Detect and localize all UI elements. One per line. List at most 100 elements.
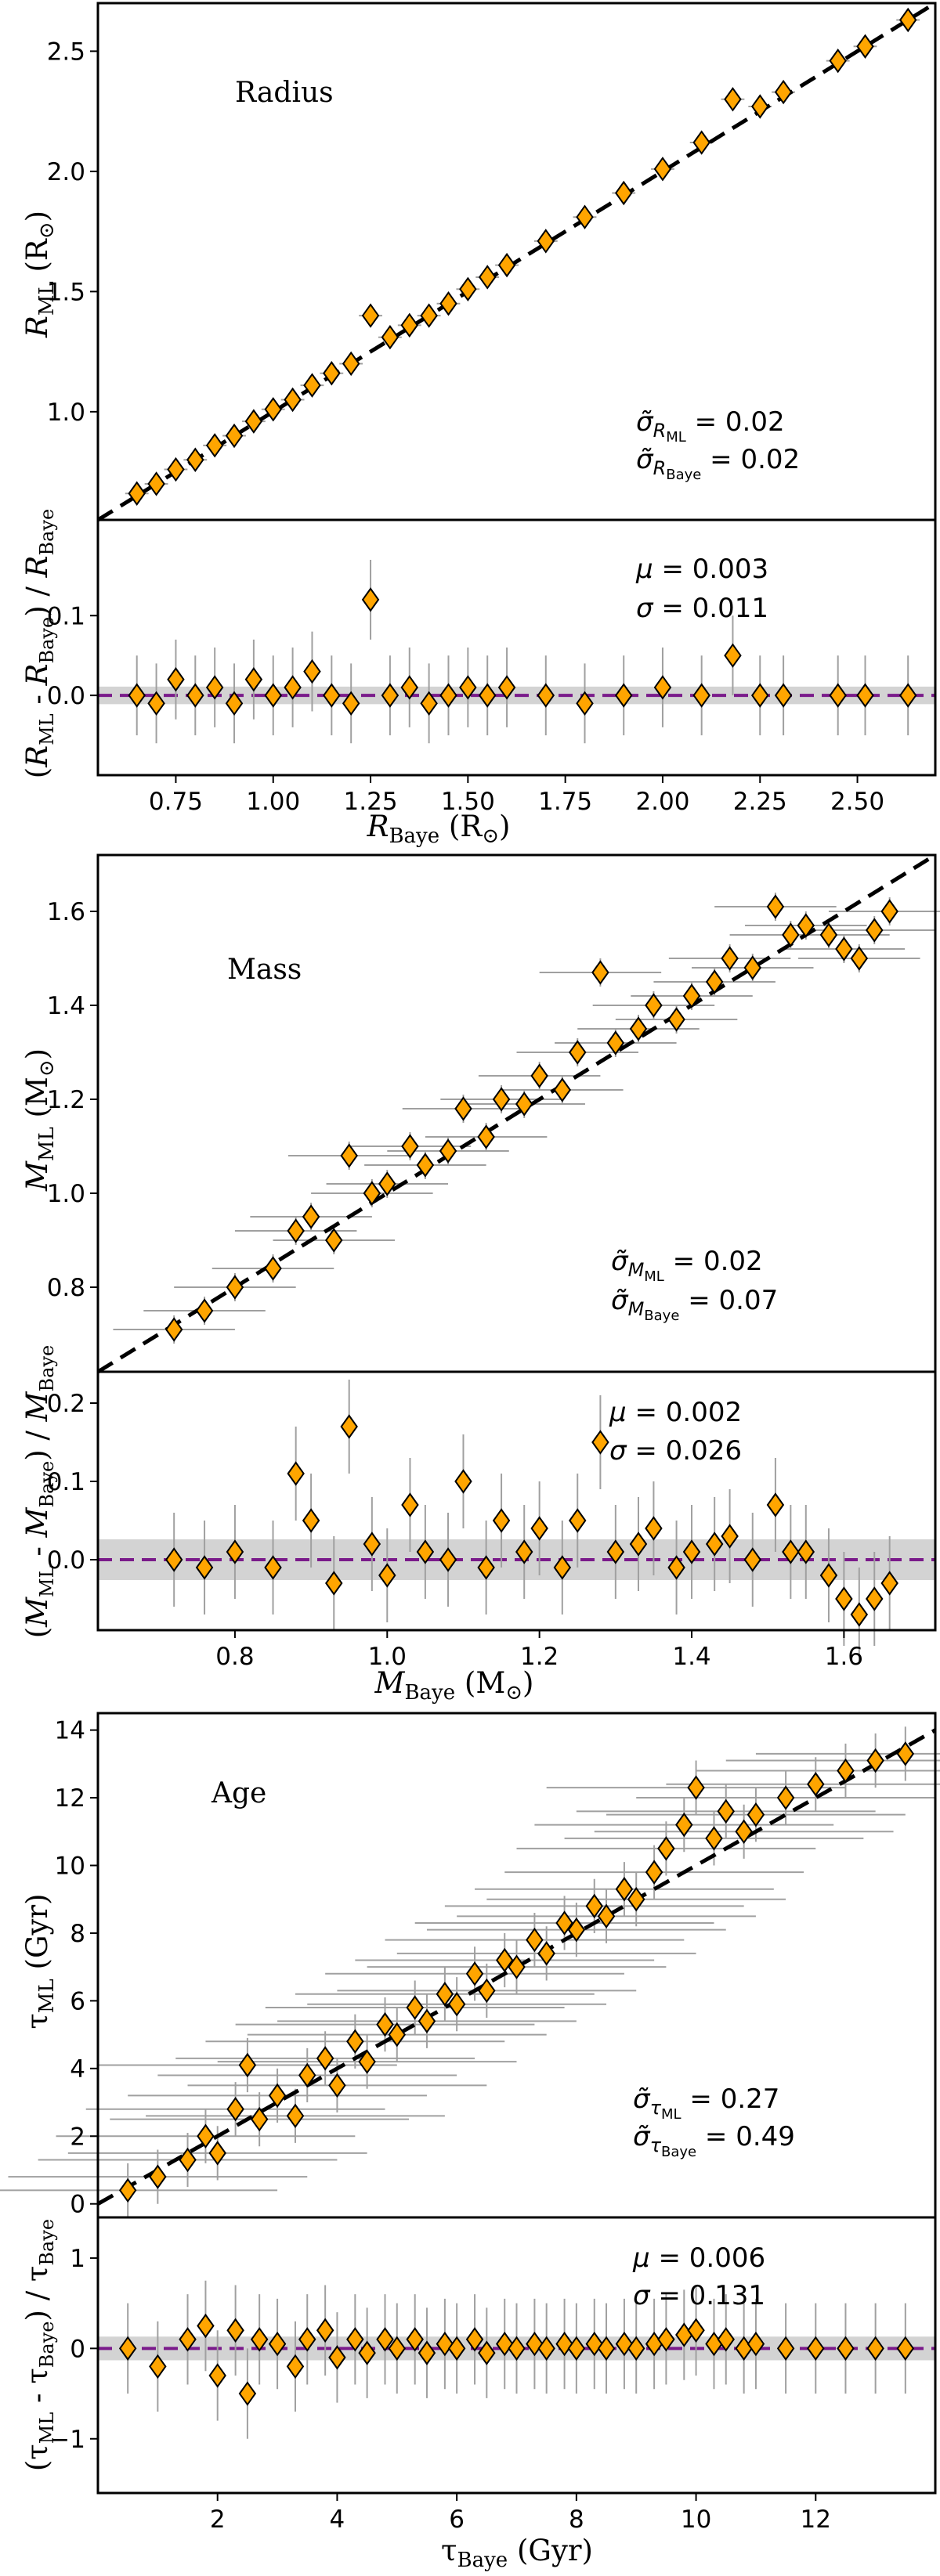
mass-data-point: [363, 1181, 381, 1206]
radius-data-point: [167, 456, 185, 482]
age-data-point: [298, 2062, 316, 2088]
age-residual-data-point: [597, 2336, 616, 2361]
radius-residual-data-point: [898, 683, 917, 708]
radius-residual-x-tick-label: 2.00: [635, 788, 689, 816]
radius-residual-data-point: [615, 683, 633, 708]
radius-residual-data-point: [420, 691, 438, 716]
age-data-point: [495, 1947, 514, 1973]
radius-data-point: [381, 324, 400, 350]
radius-residual-data-point: [323, 683, 341, 708]
mass-data-point: [164, 1317, 183, 1342]
mass-y-tick-label: 1.4: [47, 992, 85, 1020]
age-annotation: Age: [211, 1777, 266, 1809]
age-residual-data-point: [776, 2336, 795, 2361]
mass-residual-data-point: [682, 1539, 701, 1564]
radius-residual-ylabel: (RML - RBaye) / RBaye: [20, 509, 58, 778]
mass-residual-data-point: [492, 1508, 511, 1533]
mass-residual-y-tick-label: 0.1: [47, 1468, 85, 1496]
age-residual-data-point: [286, 2354, 305, 2379]
age-residual-x-tick-label: 12: [801, 2506, 831, 2534]
mass-residual-x-tick-label: 1.0: [368, 1643, 407, 1671]
radius-data-point: [303, 373, 321, 398]
mass-data-point: [819, 922, 838, 947]
age-residual-data-point: [537, 2336, 555, 2361]
mass-residual-y-tick-label: 0.0: [47, 1546, 85, 1575]
radius-mu: μ = 0.003: [635, 554, 768, 585]
mass-residual-data-point: [553, 1555, 572, 1580]
age-data-point: [735, 1819, 753, 1844]
mass-residual-data-point: [721, 1524, 739, 1549]
age-residual-data-point: [226, 2318, 244, 2343]
age-data-point: [585, 1893, 603, 1919]
mass-main-panel: 0.8 1.0 1.2 1.4 1.6 Mass σ̃MML = 0.02 σ̃MBay…: [20, 853, 940, 1374]
age-data-point: [866, 1748, 884, 1773]
mass-data-point: [721, 946, 739, 971]
radius-y-tick-label: 2.0: [47, 158, 85, 186]
radius-data-point: [497, 252, 516, 278]
age-residual-x-tick-label: 6: [449, 2506, 465, 2534]
mass-residual-y-ticks: 0.0 0.1 0.2: [47, 1390, 98, 1575]
radius-data-point: [323, 361, 341, 386]
age-data-point: [555, 1910, 573, 1936]
age-residual-data-point: [376, 2327, 394, 2352]
mass-data-point: [850, 946, 869, 971]
age-data-point: [747, 1802, 765, 1827]
mass-data-point: [492, 1087, 511, 1112]
mass-residual-points: [164, 1414, 898, 1627]
radius-residual-y-ticks: 0.0 0.1: [47, 602, 98, 710]
age-mu: μ = 0.006: [632, 2242, 765, 2274]
mass-mu: μ = 0.002: [609, 1397, 742, 1428]
age-main-panel: 0 2 4 6 8 10 12 14 Age σ̃τML = 0.27 σ̃τBaye = 0…: [0, 1712, 940, 2219]
radius-residual-data-point: [128, 683, 146, 708]
radius-data-point: [128, 481, 146, 506]
radius-residual-data-point: [244, 667, 263, 692]
age-residual-data-point: [316, 2318, 334, 2343]
radius-points: [128, 7, 917, 506]
mass-data-point: [515, 1091, 533, 1117]
age-data-point: [316, 2046, 334, 2071]
mass-residual-data-point: [401, 1492, 419, 1517]
mass-data-point: [401, 1134, 419, 1159]
mass-residual-data-point: [378, 1563, 396, 1588]
age-residual-x-tick-label: 4: [330, 2506, 345, 2534]
radius-data-point: [342, 351, 360, 377]
mass-residual-data-point: [850, 1602, 869, 1627]
radius-data-point: [692, 130, 710, 155]
mass-data-point: [606, 1030, 625, 1055]
radius-residual-errorbars: [136, 559, 909, 744]
age-points: [118, 1741, 915, 2203]
mass-residual-data-point: [705, 1532, 724, 1557]
mass-residual-data-point: [195, 1555, 214, 1580]
age-data-point: [615, 1877, 634, 1902]
radius-residual-data-point: [724, 643, 742, 668]
radius-y-tick-label: 1.5: [47, 278, 85, 306]
age-y-tick-label: 4: [70, 2055, 85, 2084]
age-data-point: [250, 2106, 269, 2132]
radius-residual-data-point: [439, 683, 457, 708]
radius-data-point: [225, 423, 244, 449]
age-residual-data-point: [328, 2345, 346, 2370]
mass-annotation: Mass: [227, 954, 302, 986]
radius-xlabel: RBaye (R⊙): [367, 810, 511, 848]
radius-residual-y-tick-label: 0.1: [47, 602, 85, 630]
radius-stat-ml: σ̃RML = 0.02: [636, 406, 785, 446]
age-residual-data-point: [418, 2340, 436, 2365]
age-residual-ylabel: (τML - τBaye) / τBaye: [20, 2219, 58, 2471]
mass-residual-data-point: [866, 1586, 884, 1611]
mass-data-point: [880, 899, 898, 924]
mass-data-point: [454, 1096, 472, 1121]
radius-data-point: [724, 87, 742, 112]
age-residual-y-ticks: −1 0 1: [49, 2245, 98, 2454]
age-residual-data-point: [179, 2327, 197, 2352]
age-residual-data-point: [447, 2336, 466, 2361]
mass-residual-data-point: [340, 1414, 358, 1439]
age-y-ticks: 0 2 4 6 8 10 12 14: [55, 1717, 98, 2219]
mass-residual-data-point: [164, 1547, 183, 1572]
age-residual-data-point: [478, 2340, 496, 2365]
age-residual-data-point: [208, 2363, 226, 2388]
radius-residual-data-point: [856, 683, 874, 708]
radius-residual-data-point: [497, 675, 516, 700]
radius-y-tick-label: 1.0: [47, 399, 85, 427]
radius-residual-points: [128, 587, 917, 716]
radius-residual-data-point: [478, 683, 497, 708]
